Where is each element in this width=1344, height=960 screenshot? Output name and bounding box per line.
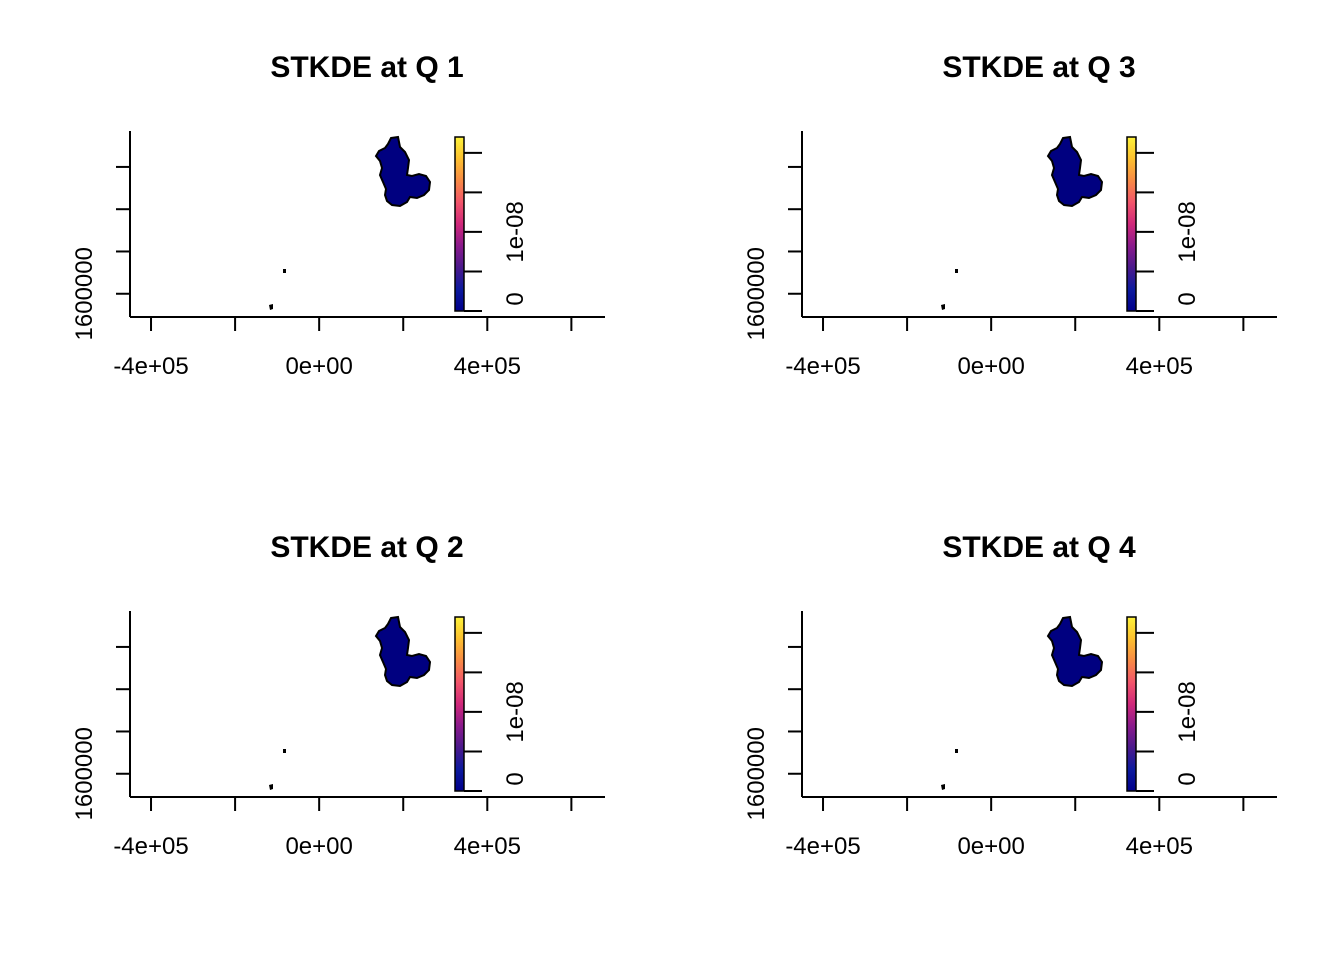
colorbar-tick-label: 0 <box>502 772 529 785</box>
density-region <box>1046 135 1104 208</box>
chart-title: STKDE at Q 3 <box>942 51 1135 84</box>
island-marker <box>269 304 273 310</box>
colorbar-tick-label: 1e-08 <box>502 681 529 742</box>
colorbar-tick-label: 1e-08 <box>1174 681 1201 742</box>
x-tick-label: 0e+00 <box>285 353 352 380</box>
chart-panel-3: STKDE at Q 2 -4e+05 0e+00 4e+05 1600000 0 1e-0… <box>71 531 605 860</box>
colorbar-tick-label: 0 <box>1174 772 1201 785</box>
density-region <box>374 615 432 688</box>
island-marker <box>283 269 286 273</box>
colorbar-tick-label: 1e-08 <box>502 201 529 262</box>
y-tick-label: 1600000 <box>743 727 770 820</box>
colorbar-tick-label: 0 <box>502 292 529 305</box>
x-tick-label: 4e+05 <box>1126 353 1193 380</box>
chart-title: STKDE at Q 2 <box>270 531 463 564</box>
colorbar-tick-label: 1e-08 <box>1174 201 1201 262</box>
density-region <box>1046 615 1104 688</box>
colorbar-tick-label: 0 <box>1174 292 1201 305</box>
island-marker <box>955 269 958 273</box>
y-tick-label: 1600000 <box>71 727 98 820</box>
island-marker <box>955 749 958 753</box>
colorbar <box>1126 616 1137 792</box>
x-tick-label: 4e+05 <box>454 833 521 860</box>
x-tick-label: 4e+05 <box>454 353 521 380</box>
x-tick-label: -4e+05 <box>113 833 188 860</box>
colorbar <box>1126 136 1137 312</box>
y-tick-label: 1600000 <box>71 247 98 340</box>
colorbar <box>454 136 465 312</box>
y-tick-label: 1600000 <box>743 247 770 340</box>
x-tick-label: -4e+05 <box>785 353 860 380</box>
x-tick-label: 4e+05 <box>1126 833 1193 860</box>
colorbar <box>454 616 465 792</box>
chart-panel-2: STKDE at Q 3 -4e+05 0e+00 4e+05 1600000 0 1e-0… <box>743 51 1277 380</box>
x-tick-label: 0e+00 <box>285 833 352 860</box>
island-marker <box>283 749 286 753</box>
x-tick-label: 0e+00 <box>957 833 1024 860</box>
island-marker <box>269 784 273 790</box>
chart-panel-1: STKDE at Q 1 -4e+05 0e+00 4e+05 1600000 0 1e-0… <box>71 51 605 380</box>
island-marker <box>941 784 945 790</box>
island-marker <box>941 304 945 310</box>
chart-title: STKDE at Q 4 <box>942 531 1136 564</box>
density-region <box>374 135 432 208</box>
x-tick-label: 0e+00 <box>957 353 1024 380</box>
chart-title: STKDE at Q 1 <box>270 51 463 84</box>
chart-panel-4: STKDE at Q 4 -4e+05 0e+00 4e+05 1600000 0 1e-0… <box>743 531 1277 860</box>
x-tick-label: -4e+05 <box>113 353 188 380</box>
x-tick-label: -4e+05 <box>785 833 860 860</box>
